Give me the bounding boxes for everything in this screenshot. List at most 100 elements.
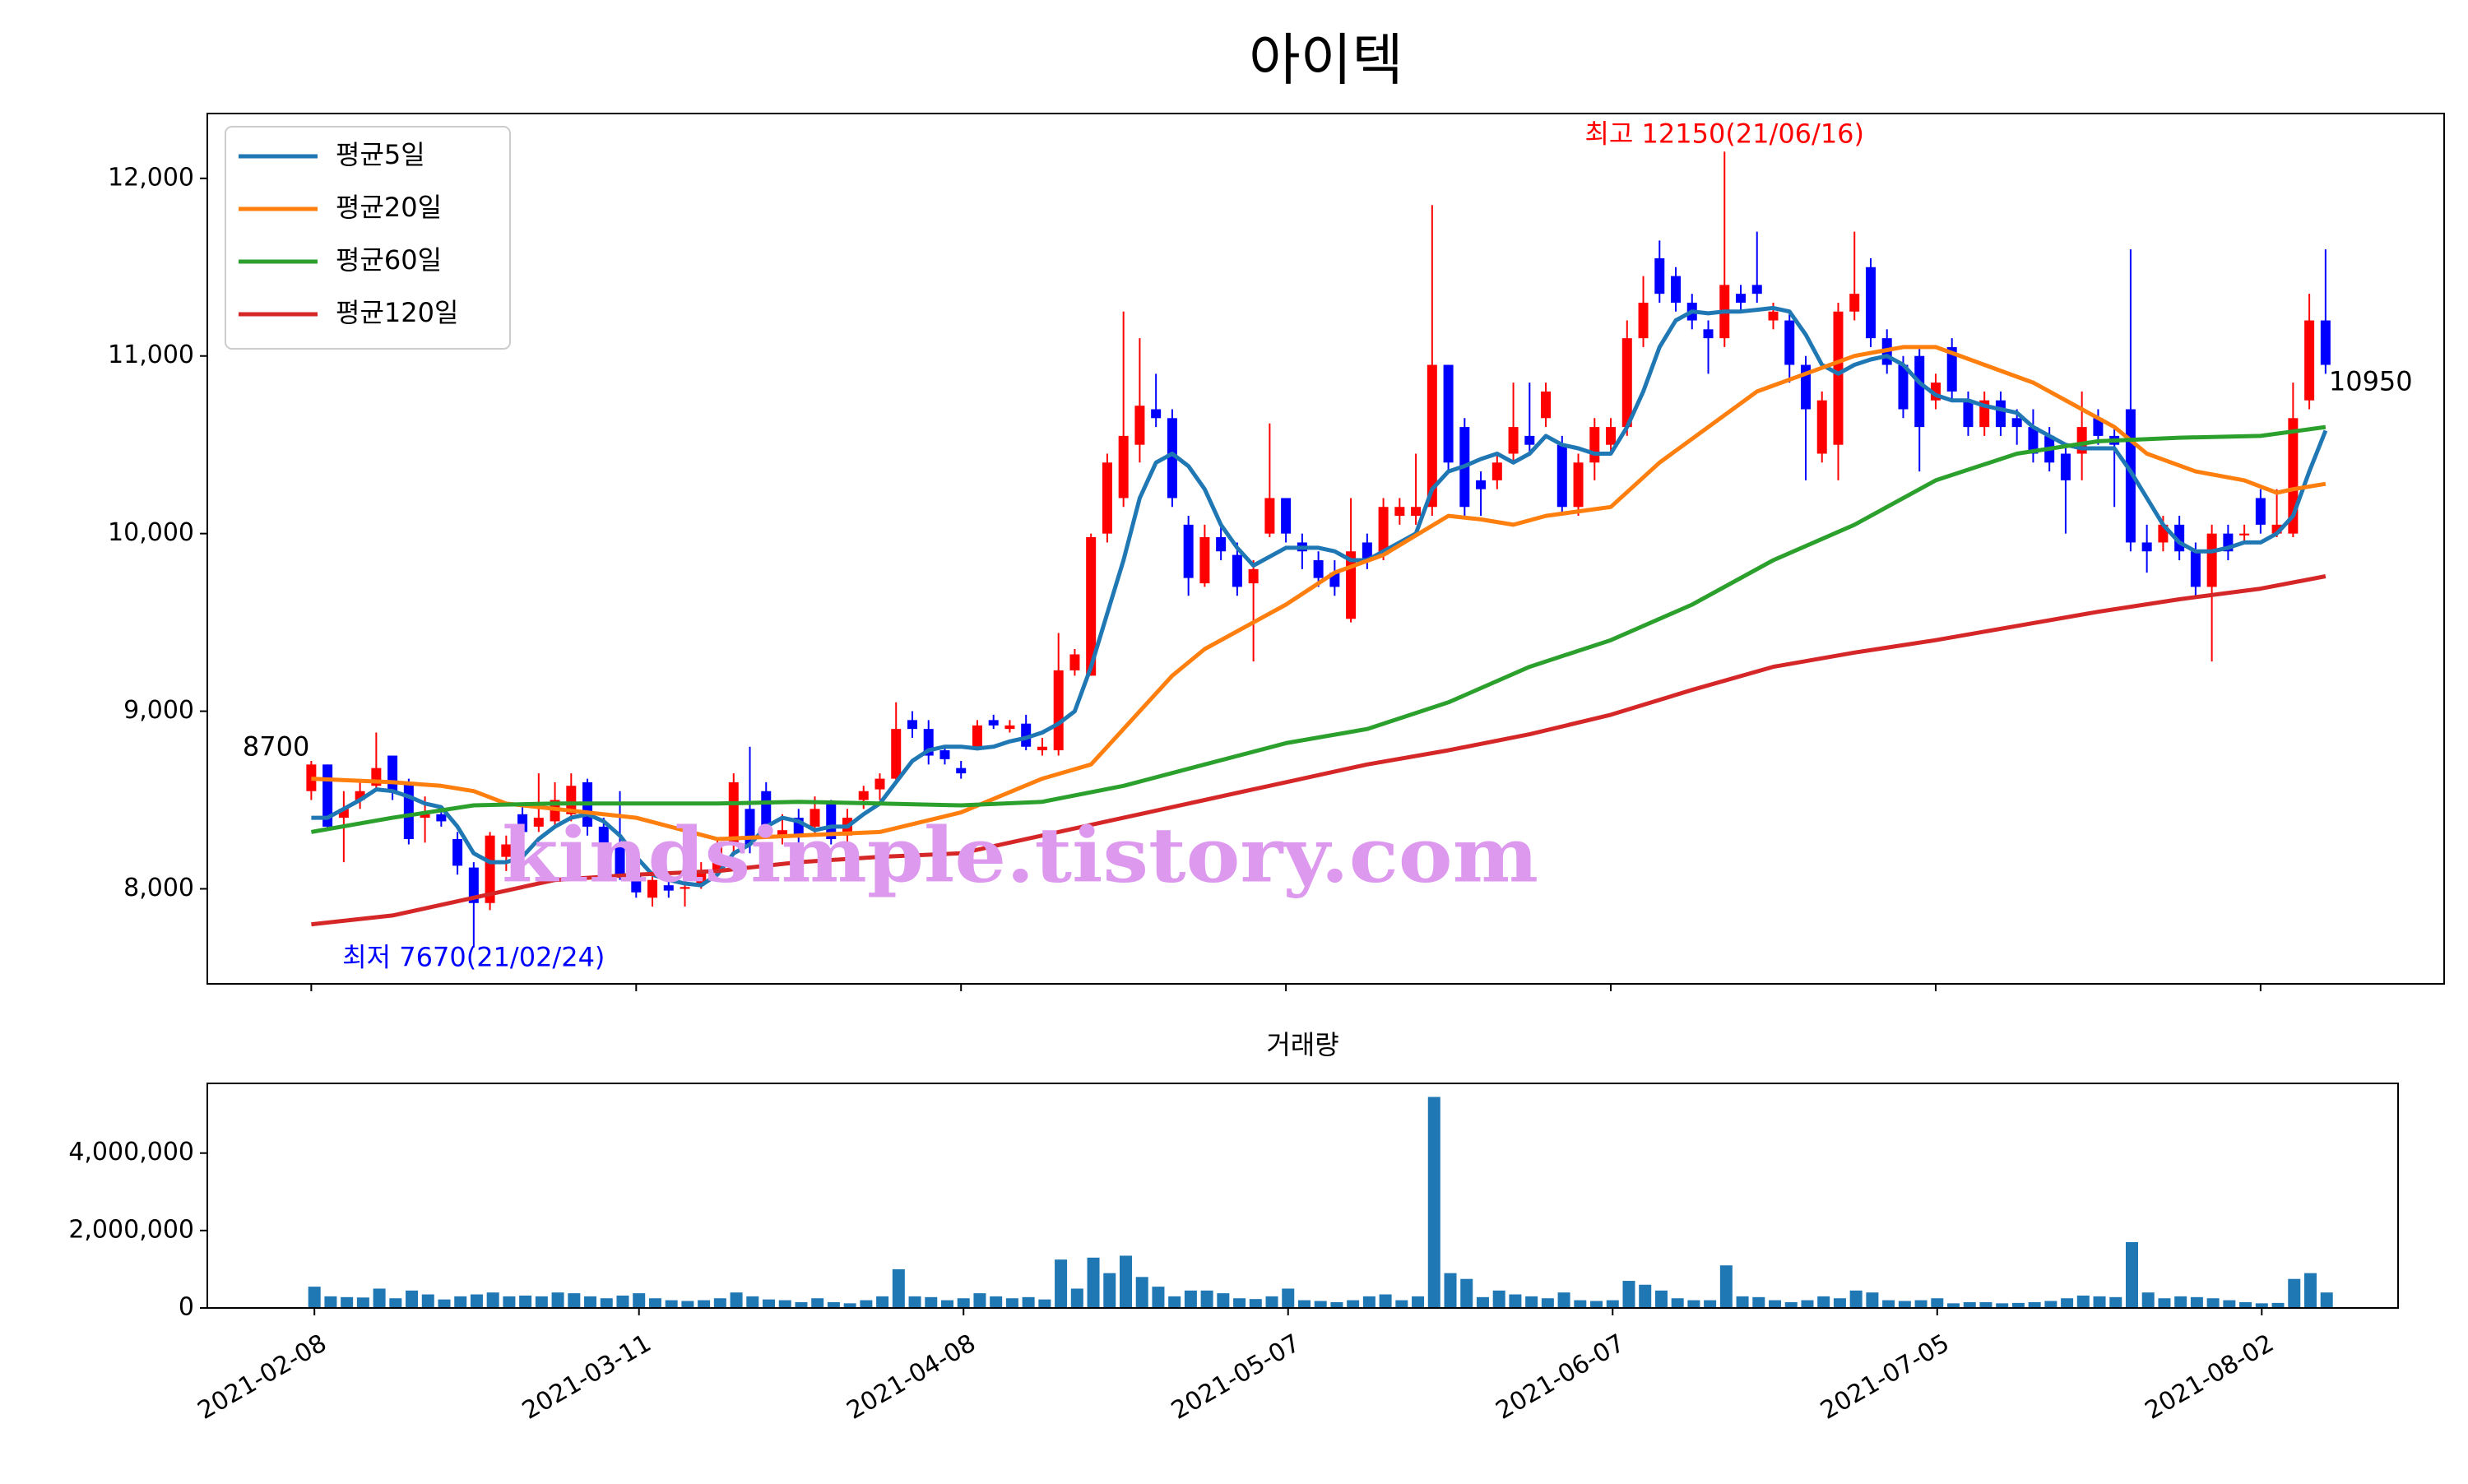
chart-title: 아이텍 [1249, 29, 1403, 94]
candle-body [1898, 364, 1909, 410]
candle-body [387, 755, 398, 791]
bar [2141, 1292, 2155, 1308]
bar [681, 1301, 694, 1308]
bar [925, 1296, 938, 1308]
candle-body [598, 826, 609, 854]
candle-body [485, 835, 495, 903]
bar [1882, 1300, 1895, 1308]
bar [843, 1303, 856, 1308]
candle-body [2255, 498, 2266, 525]
candle-body [1849, 294, 1860, 312]
candle-body [1151, 409, 1162, 419]
candle-body [1946, 346, 1957, 392]
candle-body [1086, 536, 1097, 676]
candle-body [1394, 507, 1405, 517]
candle-body [2190, 551, 2201, 587]
bar [1005, 1298, 1018, 1308]
bar [1022, 1296, 1035, 1308]
bar [1525, 1296, 1538, 1308]
plot-frame [206, 1083, 2399, 1309]
candle-body [696, 870, 707, 884]
bar [1654, 1290, 1668, 1308]
bar [356, 1297, 369, 1308]
annotation: 최저 7670(21/02/24) [342, 942, 605, 973]
candle-body [1037, 746, 1047, 751]
bar [1460, 1278, 1473, 1308]
candle-body [1768, 311, 1779, 321]
candle-body [1491, 462, 1502, 480]
bar [2061, 1298, 2074, 1308]
bar [1330, 1301, 1343, 1308]
candle-body [403, 781, 414, 840]
candle-body [761, 791, 772, 827]
bar [1931, 1298, 1944, 1308]
candle-body [1476, 480, 1487, 489]
bar [1135, 1277, 1148, 1308]
candle-body [1199, 536, 1210, 584]
y-tick-label: 2,000,000 [68, 1215, 194, 1244]
bar [2239, 1301, 2252, 1308]
bar [698, 1300, 711, 1308]
watermark: kindsimple.tistory.com [502, 811, 1538, 900]
candle-body [1264, 498, 1275, 534]
candle-body [1751, 285, 1762, 294]
bar [1801, 1300, 1814, 1308]
bar [763, 1299, 776, 1308]
candle-body [1183, 524, 1194, 578]
candle-body [1573, 462, 1584, 508]
bar [1184, 1290, 1197, 1308]
bar [1103, 1273, 1116, 1308]
candle-body [436, 814, 447, 822]
bar [1898, 1301, 1911, 1308]
bar [1412, 1296, 1425, 1308]
candle-body [663, 885, 674, 891]
bar [519, 1295, 532, 1308]
bar [957, 1298, 970, 1308]
bar [1427, 1097, 1440, 1308]
ma-line [311, 305, 2328, 888]
candle-body [338, 809, 349, 819]
candle-body [907, 720, 917, 730]
candle-body [1606, 427, 1617, 445]
panel-title: 거래량 [1266, 1029, 1338, 1060]
bar [1379, 1294, 1392, 1308]
bar [908, 1296, 921, 1308]
bar [2076, 1295, 2090, 1308]
bar [2028, 1301, 2041, 1308]
candle-body [1427, 364, 1437, 508]
bar [1070, 1288, 1083, 1308]
bar [795, 1301, 808, 1308]
bar [1947, 1303, 1960, 1308]
candle-body [647, 879, 658, 898]
bar [1087, 1257, 1100, 1308]
bar [1687, 1300, 1700, 1308]
y-tick-label: 9,000 [123, 696, 194, 725]
bar [1038, 1299, 1051, 1308]
legend-label: 평균60일 [336, 244, 442, 276]
bar [2255, 1303, 2268, 1308]
candle-body [1963, 400, 1974, 428]
bar [1265, 1296, 1278, 1308]
bar [1622, 1281, 1635, 1308]
candle-body [1914, 355, 1925, 428]
bar [1152, 1287, 1165, 1308]
bar [616, 1295, 629, 1308]
bar [973, 1293, 986, 1308]
bar [876, 1296, 889, 1308]
bar [2093, 1296, 2106, 1308]
bar [2223, 1300, 2236, 1308]
candle-body [306, 764, 317, 791]
bar [568, 1293, 581, 1308]
candle-body [566, 786, 577, 814]
candle-body [533, 818, 544, 827]
candle-body [680, 887, 690, 889]
bar [2044, 1301, 2057, 1308]
bar [1119, 1255, 1132, 1308]
bar [2174, 1296, 2187, 1308]
bar [1395, 1300, 1408, 1308]
candle-body [1134, 406, 1145, 445]
bar [308, 1287, 321, 1308]
bar [406, 1290, 419, 1308]
candle-body [1671, 276, 1682, 303]
bar [730, 1292, 743, 1308]
